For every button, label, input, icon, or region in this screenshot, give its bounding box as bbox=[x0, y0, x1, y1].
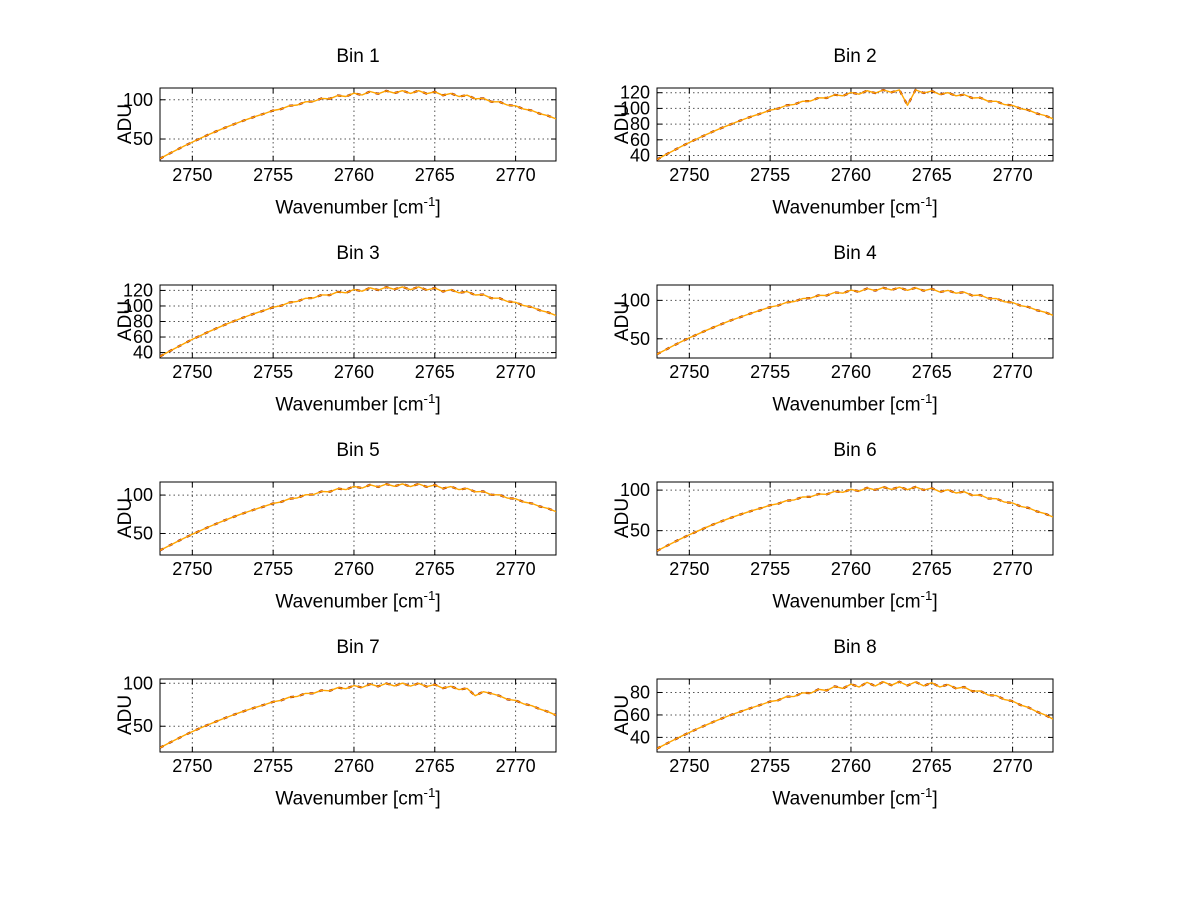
svg-text:2760: 2760 bbox=[831, 559, 871, 579]
svg-text:2760: 2760 bbox=[334, 559, 374, 579]
svg-text:2750: 2750 bbox=[172, 165, 212, 185]
svg-text:2765: 2765 bbox=[415, 165, 455, 185]
svg-text:2750: 2750 bbox=[172, 362, 212, 382]
plot-area: 2750 2755 2760 2765 2770 50 100 bbox=[620, 480, 1054, 579]
svg-text:2765: 2765 bbox=[415, 756, 455, 776]
x-axis-label: Wavenumber [cm-1] bbox=[772, 194, 938, 219]
svg-text:100: 100 bbox=[123, 673, 153, 693]
svg-text:2760: 2760 bbox=[334, 362, 374, 382]
plot-title: Bin 1 bbox=[336, 46, 380, 67]
subplot-bin-7: Bin 7 ADU 2750 2755 2760 2765 2770 50 100 Wave… bbox=[90, 633, 587, 830]
svg-text:2760: 2760 bbox=[831, 756, 871, 776]
plot-area: 2750 2755 2760 2765 2770 50 100 bbox=[123, 87, 557, 185]
svg-text:2770: 2770 bbox=[496, 362, 536, 382]
svg-text:60: 60 bbox=[630, 705, 650, 725]
svg-text:2750: 2750 bbox=[172, 559, 212, 579]
x-axis-label: Wavenumber [cm-1] bbox=[772, 588, 938, 613]
plot-title: Bin 6 bbox=[833, 440, 877, 461]
x-axis-label: Wavenumber [cm-1] bbox=[772, 785, 938, 810]
plot-area: 2750 2755 2760 2765 2770 50 100 bbox=[620, 284, 1054, 382]
svg-text:2755: 2755 bbox=[253, 165, 293, 185]
svg-text:2765: 2765 bbox=[912, 756, 952, 776]
x-axis-label: Wavenumber [cm-1] bbox=[772, 391, 938, 416]
x-axis-label: Wavenumber [cm-1] bbox=[275, 588, 441, 613]
svg-text:2750: 2750 bbox=[172, 756, 212, 776]
svg-text:40: 40 bbox=[630, 146, 650, 166]
svg-text:40: 40 bbox=[630, 727, 650, 747]
subplot-bin-3: Bin 3 ADU 2750 2755 2760 2765 2770 40 60 80 100 1… bbox=[90, 239, 587, 436]
svg-text:100: 100 bbox=[123, 485, 153, 505]
svg-text:120: 120 bbox=[123, 280, 153, 300]
svg-text:2760: 2760 bbox=[334, 756, 374, 776]
svg-text:2755: 2755 bbox=[253, 756, 293, 776]
subplot-bin-4: Bin 4 ADU 2750 2755 2760 2765 2770 50 100 Wave… bbox=[587, 239, 1084, 436]
svg-text:50: 50 bbox=[133, 716, 153, 736]
svg-text:2755: 2755 bbox=[750, 559, 790, 579]
svg-text:2750: 2750 bbox=[669, 559, 709, 579]
svg-text:2750: 2750 bbox=[669, 756, 709, 776]
subplot-bin-5: Bin 5 ADU 2750 2755 2760 2765 2770 50 100 Wave… bbox=[90, 436, 587, 633]
svg-text:2760: 2760 bbox=[831, 362, 871, 382]
svg-text:2755: 2755 bbox=[253, 559, 293, 579]
svg-text:100: 100 bbox=[620, 98, 650, 118]
svg-text:2765: 2765 bbox=[912, 559, 952, 579]
svg-text:2760: 2760 bbox=[334, 165, 374, 185]
subplot-bin-8: Bin 8 ADU 2750 2755 2760 2765 2770 40 60 80 Wav… bbox=[587, 633, 1084, 830]
svg-text:2755: 2755 bbox=[750, 362, 790, 382]
x-axis-label: Wavenumber [cm-1] bbox=[275, 785, 441, 810]
subplot-grid: Bin 1 ADU 2750 2755 2760 2765 2770 50 100 Wave… bbox=[90, 42, 1084, 830]
svg-text:2765: 2765 bbox=[415, 559, 455, 579]
plot-title: Bin 8 bbox=[833, 637, 877, 658]
svg-text:2770: 2770 bbox=[993, 165, 1033, 185]
svg-text:2750: 2750 bbox=[669, 165, 709, 185]
svg-text:80: 80 bbox=[133, 312, 153, 332]
svg-text:2765: 2765 bbox=[415, 362, 455, 382]
svg-text:100: 100 bbox=[620, 290, 650, 310]
svg-text:50: 50 bbox=[133, 129, 153, 149]
plot-title: Bin 3 bbox=[336, 243, 380, 264]
svg-text:80: 80 bbox=[630, 682, 650, 702]
svg-text:50: 50 bbox=[630, 521, 650, 541]
svg-text:2755: 2755 bbox=[750, 165, 790, 185]
svg-text:100: 100 bbox=[620, 480, 650, 500]
svg-text:2765: 2765 bbox=[912, 362, 952, 382]
svg-text:2770: 2770 bbox=[993, 362, 1033, 382]
plot-area: 2750 2755 2760 2765 2770 50 100 bbox=[123, 481, 557, 579]
plot-area: 2750 2755 2760 2765 2770 50 100 bbox=[123, 673, 557, 776]
subplot-bin-1: Bin 1 ADU 2750 2755 2760 2765 2770 50 100 Wave… bbox=[90, 42, 587, 239]
plot-title: Bin 2 bbox=[833, 46, 877, 67]
svg-text:120: 120 bbox=[620, 83, 650, 103]
plot-title: Bin 4 bbox=[833, 243, 877, 264]
svg-text:60: 60 bbox=[133, 327, 153, 347]
svg-text:50: 50 bbox=[133, 523, 153, 543]
svg-text:2770: 2770 bbox=[496, 165, 536, 185]
svg-text:2770: 2770 bbox=[496, 756, 536, 776]
svg-text:40: 40 bbox=[133, 343, 153, 363]
svg-text:2770: 2770 bbox=[993, 756, 1033, 776]
svg-text:2770: 2770 bbox=[496, 559, 536, 579]
plot-title: Bin 5 bbox=[336, 440, 380, 461]
subplot-bin-2: Bin 2 ADU 2750 2755 2760 2765 2770 40 60 80 100 1… bbox=[587, 42, 1084, 239]
svg-text:2755: 2755 bbox=[253, 362, 293, 382]
svg-text:2765: 2765 bbox=[912, 165, 952, 185]
svg-text:2770: 2770 bbox=[993, 559, 1033, 579]
svg-text:2750: 2750 bbox=[669, 362, 709, 382]
subplot-bin-6: Bin 6 ADU 2750 2755 2760 2765 2770 50 100 Wave… bbox=[587, 436, 1084, 633]
svg-text:2760: 2760 bbox=[831, 165, 871, 185]
x-axis-label: Wavenumber [cm-1] bbox=[275, 194, 441, 219]
svg-text:50: 50 bbox=[630, 329, 650, 349]
plot-title: Bin 7 bbox=[336, 637, 380, 658]
svg-text:2755: 2755 bbox=[750, 756, 790, 776]
svg-text:60: 60 bbox=[630, 130, 650, 150]
svg-text:100: 100 bbox=[123, 90, 153, 110]
svg-text:80: 80 bbox=[630, 114, 650, 134]
svg-text:100: 100 bbox=[123, 296, 153, 316]
x-axis-label: Wavenumber [cm-1] bbox=[275, 391, 441, 416]
